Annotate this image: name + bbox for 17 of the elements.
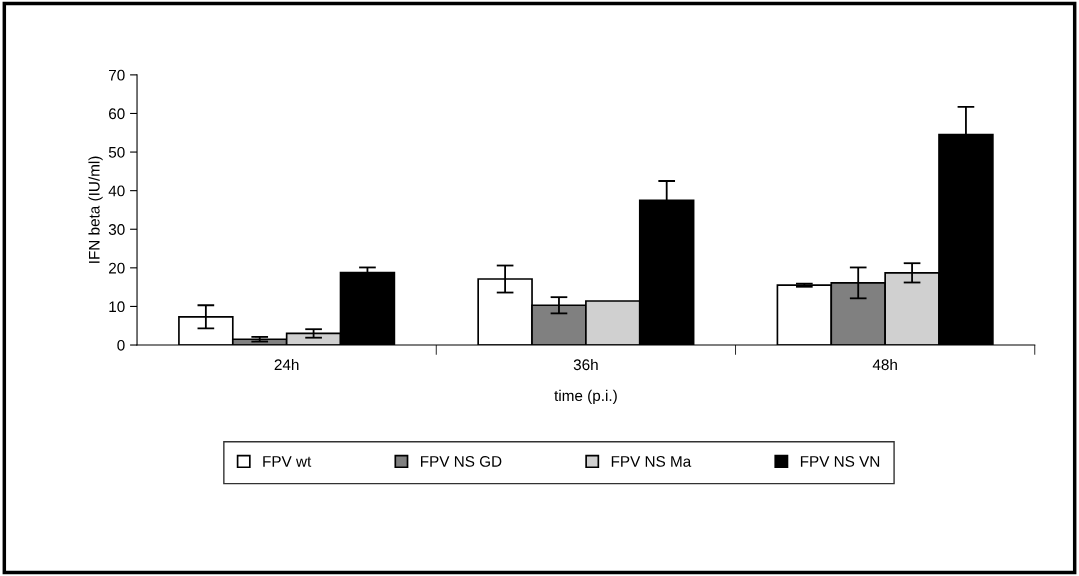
x-tick-label: 24h <box>274 358 299 370</box>
legend-label: FPV NS VN <box>800 456 880 467</box>
y-tick-label: 60 <box>109 108 125 120</box>
y-tick-label: 20 <box>109 262 125 274</box>
legend-label: FPV NS GD <box>421 456 502 467</box>
y-axis-title: IFN beta (IU/ml) <box>88 156 103 263</box>
x-tick-label: 36h <box>573 358 598 371</box>
y-tick-label: 10 <box>109 301 125 313</box>
x-axis-title: time (p.i.) <box>554 389 617 405</box>
legend-label: FPV NS Ma <box>611 456 692 467</box>
y-tick-label: 30 <box>108 224 125 235</box>
x-tick-label: 48h <box>872 358 897 371</box>
y-tick-label: 50 <box>108 146 125 158</box>
legend-label: FPV wt <box>263 456 312 467</box>
y-tick-label: 0 <box>117 339 125 351</box>
y-tick-label: 70 <box>109 69 125 81</box>
y-tick-label: 40 <box>108 185 125 197</box>
